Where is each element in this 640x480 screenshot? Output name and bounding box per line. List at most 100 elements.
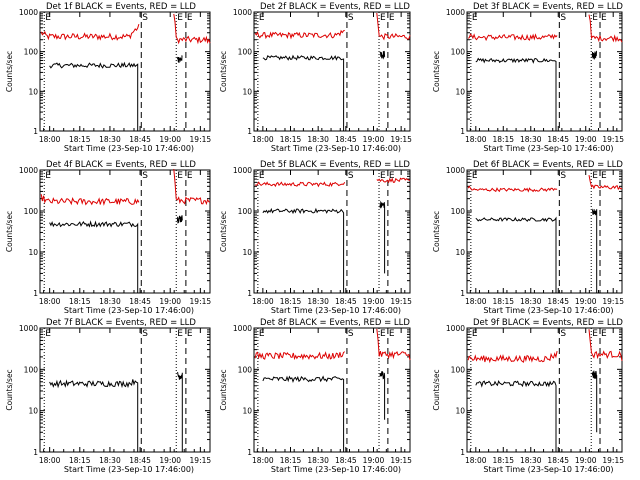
detector-panel-9: Det 9f BLACK = Events, RED = LLD Counts/s… bbox=[432, 318, 624, 474]
y-tick-label: 10 bbox=[242, 87, 252, 96]
time-marker-label: S bbox=[560, 13, 566, 23]
x-tick-label: 18:45 bbox=[335, 297, 357, 306]
time-marker-label: E bbox=[389, 13, 395, 23]
y-tick-label: 100 bbox=[24, 48, 39, 57]
y-tick-label: 1 bbox=[247, 448, 252, 457]
x-tick-label: 18:30 bbox=[307, 456, 329, 465]
x-tick-label: 19:00 bbox=[575, 135, 597, 144]
x-tick-label: 18:15 bbox=[280, 297, 302, 306]
y-tick-label: 100 bbox=[451, 48, 466, 57]
x-tick-label: 18:45 bbox=[335, 135, 357, 144]
series-lld-line bbox=[40, 23, 140, 41]
x-tick-label: 18:15 bbox=[492, 297, 514, 306]
y-tick-label: 100 bbox=[238, 207, 253, 216]
time-marker-label: E bbox=[380, 329, 386, 339]
y-axis-label: Counts/sec bbox=[5, 369, 14, 410]
detector-panel-4: Det 4f BLACK = Events, RED = LLD Counts/s… bbox=[5, 160, 211, 315]
x-tick-label: 19:15 bbox=[390, 297, 412, 306]
time-marker-label: E bbox=[177, 171, 183, 181]
time-marker-label: E bbox=[601, 329, 607, 339]
x-tick-label: 18:15 bbox=[69, 297, 91, 306]
time-marker-label: E bbox=[177, 329, 183, 339]
plot-frame bbox=[253, 327, 411, 453]
time-marker-label: S bbox=[142, 171, 148, 181]
panel-title: Det 2f BLACK = Events, RED = LLD bbox=[260, 2, 410, 12]
series-lld-line bbox=[40, 194, 140, 206]
y-tick-label: 1 bbox=[460, 289, 465, 298]
x-tick-label: 19:15 bbox=[602, 456, 624, 465]
y-tick-label: 1 bbox=[33, 127, 38, 136]
series-events-line bbox=[176, 215, 183, 224]
series-lld-line bbox=[467, 33, 558, 42]
x-axis-label: Start Time (23-Sep-10 17:46:00) bbox=[271, 144, 401, 153]
time-marker-label: E bbox=[380, 171, 386, 181]
series-events-line bbox=[475, 216, 557, 293]
x-tick-label: 18:30 bbox=[520, 456, 542, 465]
x-tick-label: 18:30 bbox=[307, 135, 329, 144]
y-tick-label: 1000 bbox=[446, 166, 465, 175]
y-tick-label: 1000 bbox=[19, 166, 38, 175]
detector-panel-2: Det 2f BLACK = Events, RED = LLD Counts/s… bbox=[219, 2, 412, 153]
time-marker-label: E bbox=[592, 13, 598, 23]
series-events-line bbox=[176, 55, 183, 63]
y-tick-label: 1000 bbox=[19, 324, 38, 333]
x-tick-label: 18:15 bbox=[69, 456, 91, 465]
panel-title: Det 4f BLACK = Events, RED = LLD bbox=[46, 160, 196, 170]
y-axis-label: Counts/sec bbox=[432, 369, 441, 410]
time-marker-label: E bbox=[187, 329, 193, 339]
time-marker-label: E bbox=[45, 171, 51, 181]
series-events-line bbox=[591, 208, 598, 293]
detector-panel-8: Det 8f BLACK = Events, RED = LLD Counts/s… bbox=[219, 318, 412, 474]
x-tick-label: 19:15 bbox=[190, 297, 212, 306]
series-lld-line bbox=[467, 350, 558, 364]
y-axis-label: Counts/sec bbox=[432, 51, 441, 92]
y-tick-label: 1 bbox=[460, 127, 465, 136]
y-tick-label: 1000 bbox=[446, 324, 465, 333]
y-tick-label: 100 bbox=[451, 207, 466, 216]
x-tick-label: 18:30 bbox=[307, 297, 329, 306]
time-marker-label: E bbox=[472, 171, 478, 181]
x-tick-label: 19:00 bbox=[363, 135, 385, 144]
y-tick-label: 1000 bbox=[19, 8, 38, 17]
y-axis-label: Counts/sec bbox=[219, 369, 228, 410]
series-lld-line bbox=[588, 329, 623, 362]
x-tick-label: 18:00 bbox=[39, 456, 61, 465]
series-lld-line bbox=[254, 351, 346, 361]
time-marker-label: E bbox=[472, 13, 478, 23]
series-events-line bbox=[49, 61, 139, 131]
series-lld-line bbox=[376, 177, 411, 184]
series-lld-line bbox=[467, 185, 558, 193]
x-tick-label: 18:30 bbox=[99, 297, 121, 306]
series-lld-line bbox=[173, 13, 211, 45]
x-tick-label: 18:00 bbox=[39, 297, 61, 306]
x-tick-label: 19:15 bbox=[602, 135, 624, 144]
time-marker-label: E bbox=[259, 13, 265, 23]
time-marker-label: E bbox=[187, 171, 193, 181]
y-tick-label: 1 bbox=[33, 448, 38, 457]
series-lld-line bbox=[376, 12, 411, 41]
plot-frame bbox=[39, 327, 211, 453]
panel-title: Det 1f BLACK = Events, RED = LLD bbox=[46, 2, 196, 12]
time-marker-label: E bbox=[389, 329, 395, 339]
time-marker-label: S bbox=[142, 13, 148, 23]
x-tick-label: 18:45 bbox=[129, 135, 151, 144]
x-tick-label: 18:00 bbox=[252, 297, 274, 306]
detector-panel-3: Det 3f BLACK = Events, RED = LLD Counts/s… bbox=[432, 2, 624, 153]
x-tick-label: 18:45 bbox=[129, 297, 151, 306]
time-marker-label: E bbox=[259, 171, 265, 181]
panel-title: Det 7f BLACK = Events, RED = LLD bbox=[46, 318, 196, 328]
y-tick-label: 1 bbox=[247, 127, 252, 136]
y-axis-label: Counts/sec bbox=[219, 51, 228, 92]
time-marker-label: S bbox=[560, 329, 566, 339]
x-tick-label: 18:00 bbox=[252, 135, 274, 144]
series-lld-line bbox=[254, 181, 346, 188]
plot-frame bbox=[466, 169, 623, 294]
detector-panel-5: Det 5f BLACK = Events, RED = LLD Counts/s… bbox=[219, 160, 412, 315]
y-tick-label: 100 bbox=[451, 365, 466, 374]
y-tick-label: 10 bbox=[242, 248, 252, 257]
series-lld-line bbox=[173, 168, 211, 206]
panel-title: Det 8f BLACK = Events, RED = LLD bbox=[260, 318, 410, 328]
series-events-line bbox=[176, 371, 183, 452]
detector-panel-7: Det 7f BLACK = Events, RED = LLD Counts/s… bbox=[5, 318, 211, 474]
x-tick-label: 18:15 bbox=[492, 135, 514, 144]
